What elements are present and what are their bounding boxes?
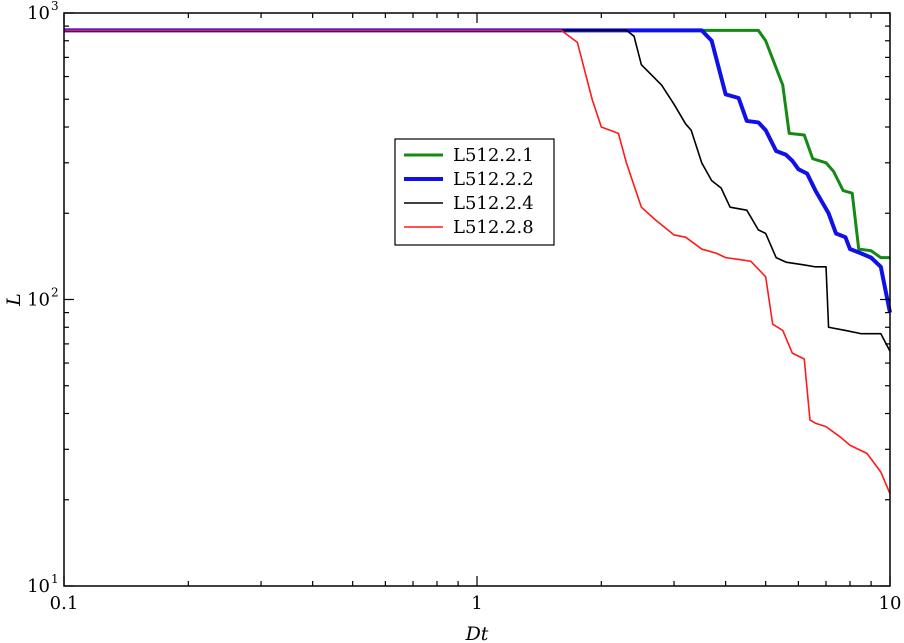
legend-label: L512.2.2 — [453, 169, 534, 190]
x-tick-label: 0.1 — [50, 593, 79, 614]
series-line-3 — [64, 29, 891, 352]
series-line-4 — [64, 29, 891, 494]
legend-label: L512.2.4 — [453, 193, 534, 214]
y-tick-exponent: 2 — [51, 286, 59, 300]
series-line-2 — [64, 28, 892, 314]
legend-label: L512.2.8 — [453, 217, 534, 238]
x-tick-label: 1 — [471, 593, 482, 614]
y-axis-label: L — [3, 293, 25, 307]
plot-lines — [64, 28, 892, 494]
x-axis-label: Dt — [465, 623, 489, 643]
axis-ticks — [63, 12, 891, 587]
legend-label: L512.2.1 — [453, 145, 534, 166]
y-tick-exponent: 3 — [51, 0, 59, 13]
y-tick-label: 10 — [27, 290, 50, 311]
y-tick-label: 10 — [27, 576, 50, 597]
legend: L512.2.1 L512.2.2 L512.2.4 L512.2.8 — [394, 138, 555, 246]
y-tick-exponent: 1 — [51, 572, 59, 586]
series-line-1 — [64, 28, 890, 260]
plot-frame — [63, 12, 891, 587]
x-tick-label: 10 — [879, 593, 902, 614]
y-tick-label: 10 — [27, 3, 50, 24]
